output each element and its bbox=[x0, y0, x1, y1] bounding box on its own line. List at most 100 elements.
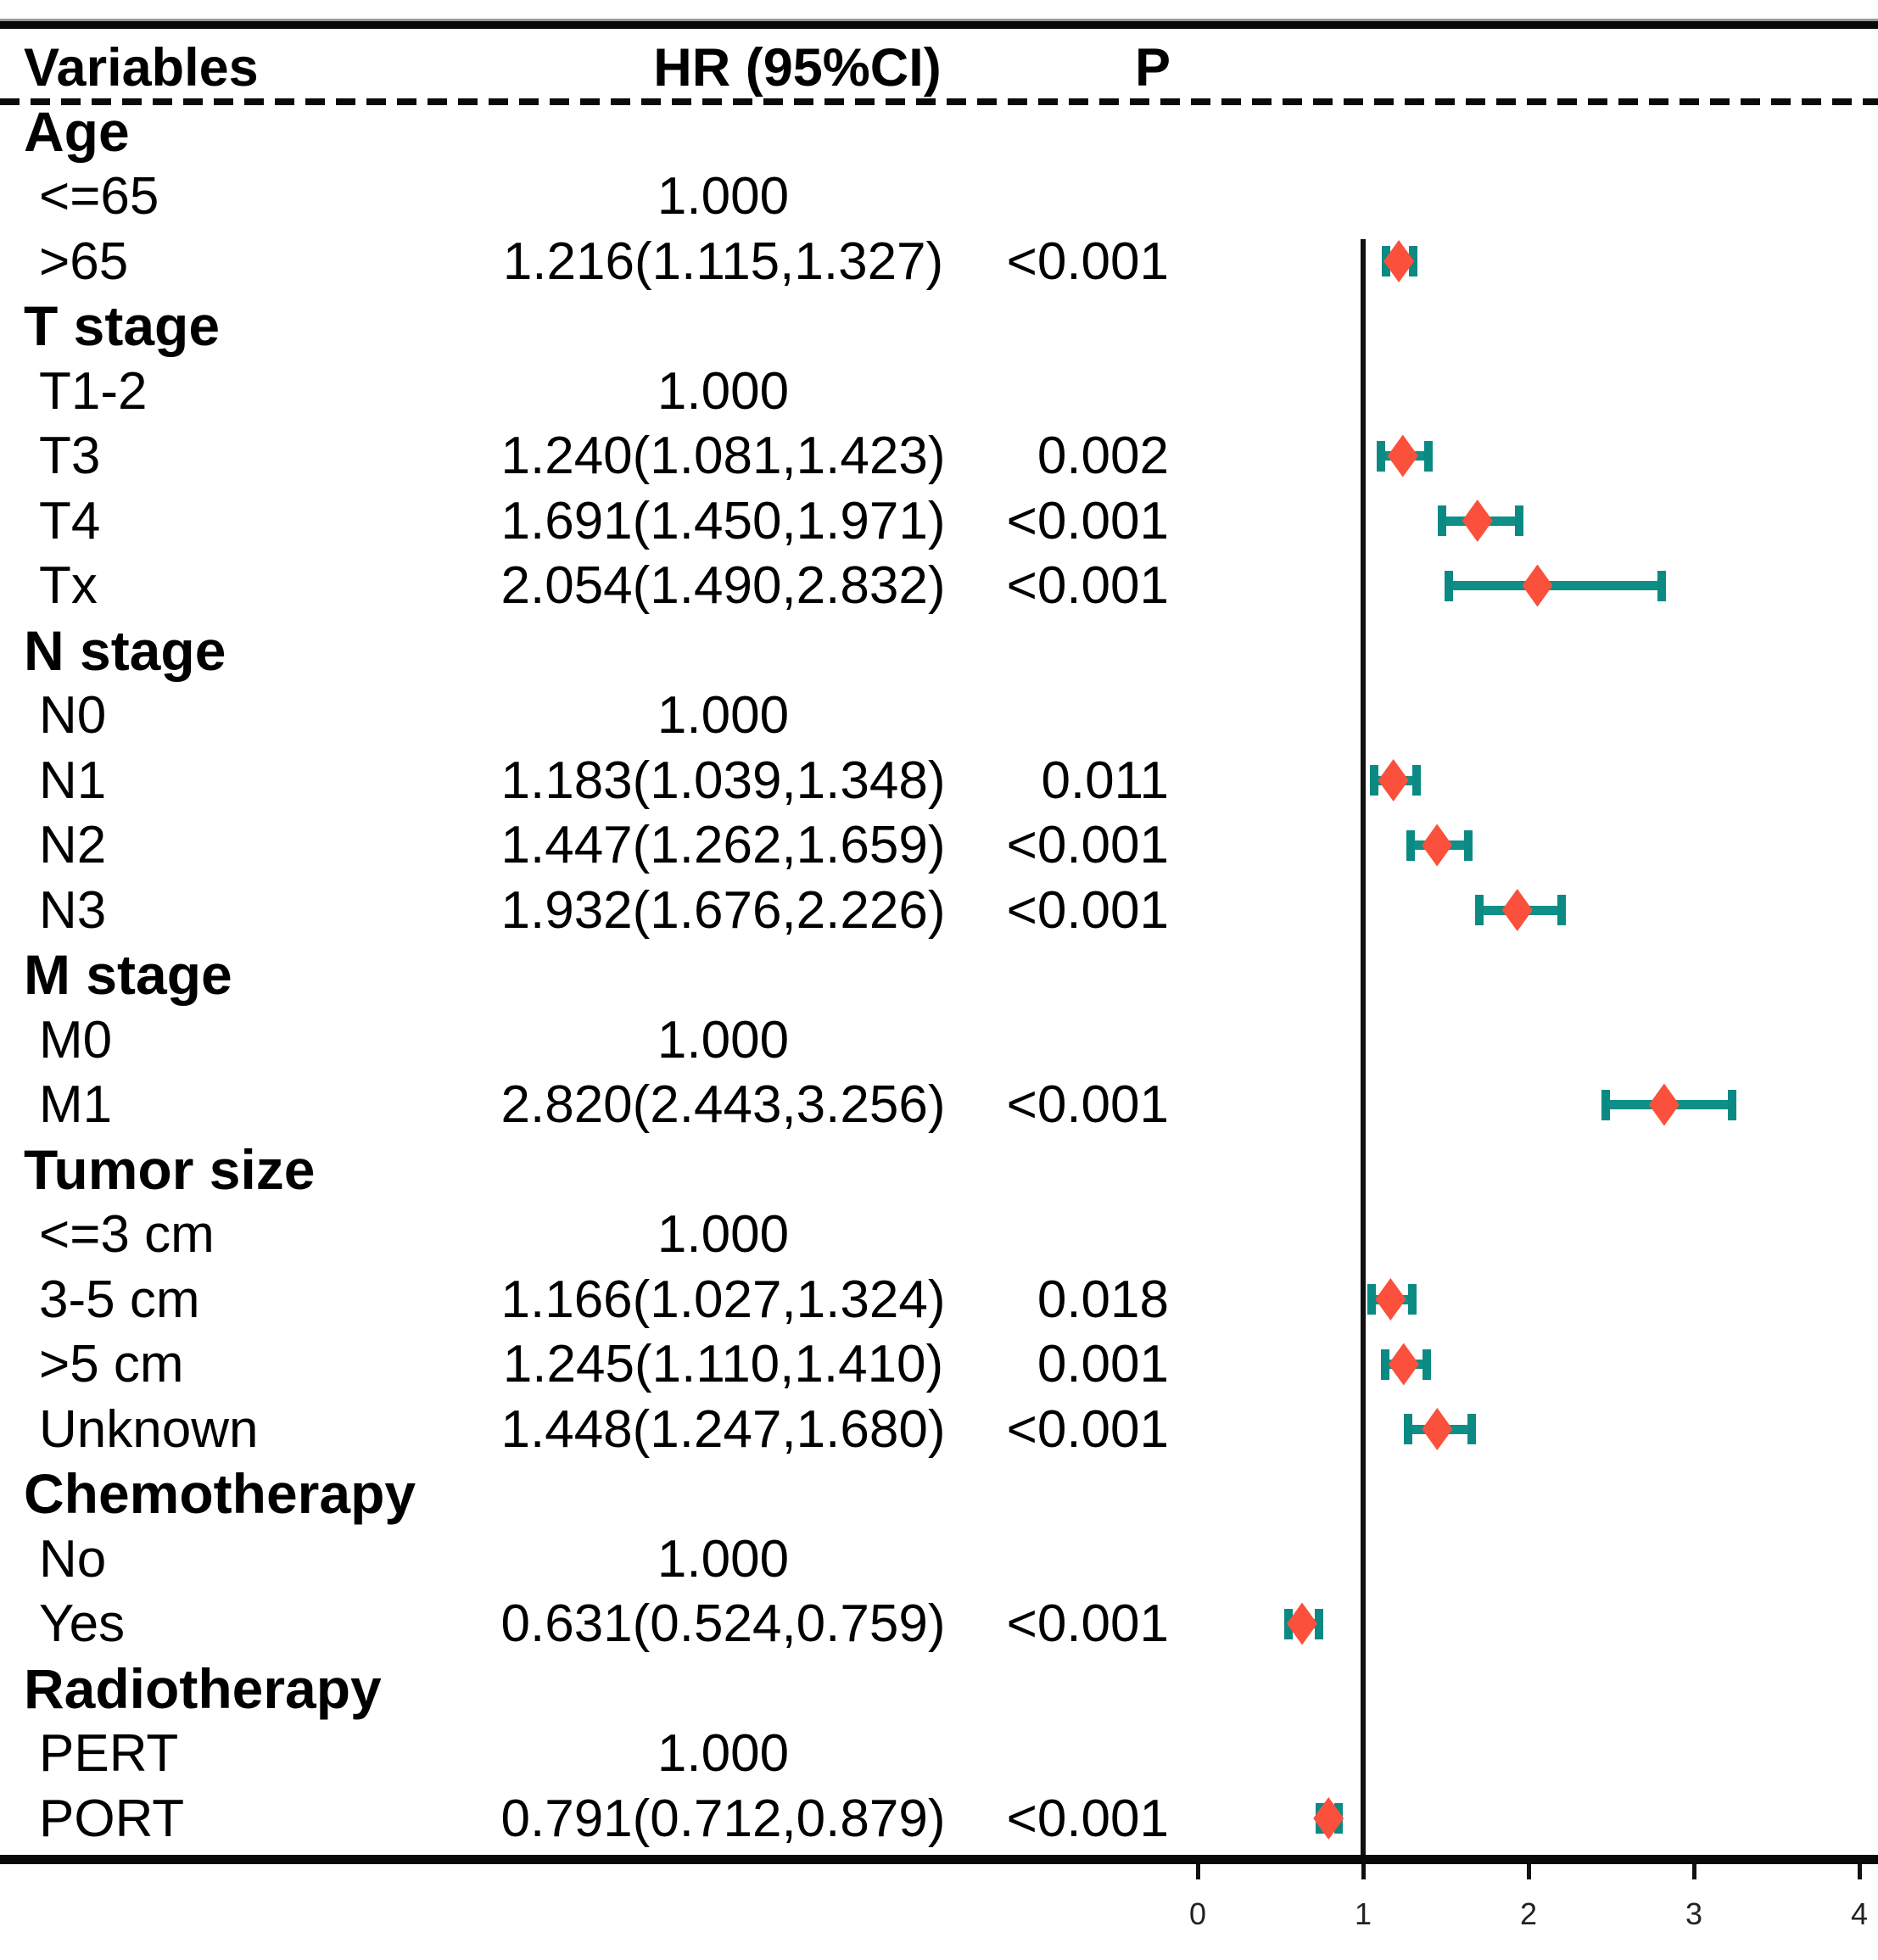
row-label: N1 bbox=[39, 751, 107, 810]
ci-cap-right bbox=[1422, 1349, 1431, 1380]
p-value: 0.001 bbox=[1037, 1335, 1169, 1394]
p-value: <0.001 bbox=[1006, 232, 1169, 291]
hr-ci-value: 2.820(2.443,3.256) bbox=[500, 1075, 946, 1135]
row-label: Unknown bbox=[39, 1399, 259, 1459]
axis-tick bbox=[1526, 1864, 1531, 1879]
column-header-hr-ci: HR (95%CI) bbox=[653, 38, 942, 98]
hr-ci-value: 1.932(1.676,2.226) bbox=[500, 880, 946, 940]
axis-tick-label: 2 bbox=[1519, 1896, 1538, 1931]
p-value: 0.018 bbox=[1037, 1270, 1169, 1329]
hr-ci-value: 1.000 bbox=[657, 361, 790, 421]
p-value: <0.001 bbox=[1006, 1075, 1169, 1135]
axis-tick bbox=[1857, 1864, 1862, 1879]
axis-tick-label: 4 bbox=[1850, 1896, 1869, 1931]
hr-ci-value: 1.216(1.115,1.327) bbox=[502, 232, 944, 291]
ci-cap-right bbox=[1515, 505, 1524, 536]
row-label: M1 bbox=[39, 1075, 113, 1135]
ci-cap-left bbox=[1406, 829, 1416, 861]
row-label: N0 bbox=[39, 686, 107, 745]
row-section-label: N stage bbox=[24, 618, 226, 682]
row-label: N2 bbox=[39, 816, 107, 875]
table-row: Yes 0.631(0.524,0.759) <0.001 bbox=[0, 1591, 1878, 1656]
row-label: No bbox=[39, 1529, 107, 1589]
table-row: M0 1.000 bbox=[0, 1008, 1878, 1073]
table-row: M stage bbox=[0, 942, 1878, 1008]
ci-cap-right bbox=[1411, 765, 1421, 796]
column-header-variables: Variables bbox=[24, 38, 259, 98]
table-row: N2 1.447(1.262,1.659) <0.001 bbox=[0, 812, 1878, 878]
ci-cap-left bbox=[1376, 440, 1385, 472]
table-row: T1-2 1.000 bbox=[0, 359, 1878, 424]
table-row: Radiotherapy bbox=[0, 1656, 1878, 1722]
row-label: T3 bbox=[39, 427, 101, 486]
ci-cap-right bbox=[1463, 829, 1473, 861]
table-row: <=3 cm 1.000 bbox=[0, 1202, 1878, 1267]
row-label: PERT bbox=[39, 1724, 179, 1784]
p-value: <0.001 bbox=[1006, 491, 1169, 550]
ci-cap-left bbox=[1381, 1349, 1390, 1380]
hr-ci-value: 1.000 bbox=[657, 1529, 790, 1589]
axis-tick bbox=[1361, 1864, 1366, 1879]
table-row: 3-5 cm 1.166(1.027,1.324) 0.018 bbox=[0, 1267, 1878, 1332]
row-label: >65 bbox=[39, 232, 129, 291]
axis-tick bbox=[1195, 1864, 1200, 1879]
hr-ci-value: 1.448(1.247,1.680) bbox=[500, 1399, 946, 1459]
ci-cap-left bbox=[1369, 765, 1378, 796]
row-label: Tx bbox=[39, 556, 98, 616]
ci-cap-right bbox=[1424, 440, 1434, 472]
hr-ci-value: 1.240(1.081,1.423) bbox=[500, 427, 946, 486]
ci-cap-left bbox=[1601, 1089, 1611, 1120]
axis-tick-label: 0 bbox=[1188, 1896, 1207, 1931]
row-label: T4 bbox=[39, 491, 101, 550]
table-row: M1 2.820(2.443,3.256) <0.001 bbox=[0, 1072, 1878, 1137]
table-row: Unknown 1.448(1.247,1.680) <0.001 bbox=[0, 1397, 1878, 1462]
p-value: <0.001 bbox=[1006, 880, 1169, 940]
table-row: <=65 1.000 bbox=[0, 164, 1878, 229]
table-row: PORT 0.791(0.712,0.879) <0.001 bbox=[0, 1786, 1878, 1851]
table-row: PERT 1.000 bbox=[0, 1721, 1878, 1786]
ci-cap-right bbox=[1467, 1414, 1476, 1444]
p-value: <0.001 bbox=[1006, 556, 1169, 616]
p-value: <0.001 bbox=[1006, 816, 1169, 875]
row-section-label: Age bbox=[24, 99, 130, 163]
row-label: PORT bbox=[39, 1789, 185, 1848]
header-dashed-rule bbox=[0, 98, 1878, 105]
hr-ci-value: 1.000 bbox=[657, 167, 790, 226]
hr-ci-value: 2.054(1.490,2.832) bbox=[500, 556, 946, 616]
table-row: N1 1.183(1.039,1.348) 0.011 bbox=[0, 748, 1878, 813]
table-row: N0 1.000 bbox=[0, 683, 1878, 748]
p-value: <0.001 bbox=[1006, 1399, 1169, 1459]
hr-ci-value: 0.631(0.524,0.759) bbox=[500, 1594, 946, 1654]
table-row: >5 cm 1.245(1.110,1.410) 0.001 bbox=[0, 1332, 1878, 1397]
ci-cap-right bbox=[1408, 1284, 1417, 1315]
ci-cap-left bbox=[1367, 1284, 1377, 1315]
row-label: 3-5 cm bbox=[39, 1270, 200, 1329]
row-label: M0 bbox=[39, 1010, 113, 1069]
hr-ci-value: 1.000 bbox=[657, 1724, 790, 1784]
hr-ci-value: 1.000 bbox=[657, 686, 790, 745]
table-row: N3 1.932(1.676,2.226) <0.001 bbox=[0, 878, 1878, 943]
table-row: No 1.000 bbox=[0, 1527, 1878, 1592]
table-row: Age bbox=[0, 99, 1878, 165]
hr-ci-value: 1.000 bbox=[657, 1010, 790, 1069]
hr-ci-value: 1.691(1.450,1.971) bbox=[500, 491, 946, 550]
table-row: T3 1.240(1.081,1.423) 0.002 bbox=[0, 423, 1878, 489]
ci-bar bbox=[1444, 581, 1667, 590]
row-section-label: Tumor size bbox=[24, 1137, 316, 1201]
ci-cap-left bbox=[1474, 895, 1484, 925]
table-row: Chemotherapy bbox=[0, 1461, 1878, 1527]
ci-cap-right bbox=[1557, 895, 1567, 925]
ci-cap-left bbox=[1444, 570, 1453, 601]
ci-cap-right bbox=[1657, 570, 1667, 601]
row-label: <=3 cm bbox=[39, 1205, 215, 1265]
ci-cap-left bbox=[1437, 505, 1446, 536]
row-label: N3 bbox=[39, 880, 107, 940]
row-section-label: T stage bbox=[24, 294, 221, 358]
table-row: Tx 2.054(1.490,2.832) <0.001 bbox=[0, 553, 1878, 618]
column-header-p: P bbox=[1135, 38, 1171, 98]
row-label: Yes bbox=[39, 1594, 126, 1654]
axis-tick-label: 3 bbox=[1685, 1896, 1703, 1931]
table-row: >65 1.216(1.115,1.327) <0.001 bbox=[0, 229, 1878, 294]
hr-ci-value: 1.183(1.039,1.348) bbox=[500, 751, 946, 810]
bottom-rule-axis-line bbox=[0, 1855, 1878, 1864]
